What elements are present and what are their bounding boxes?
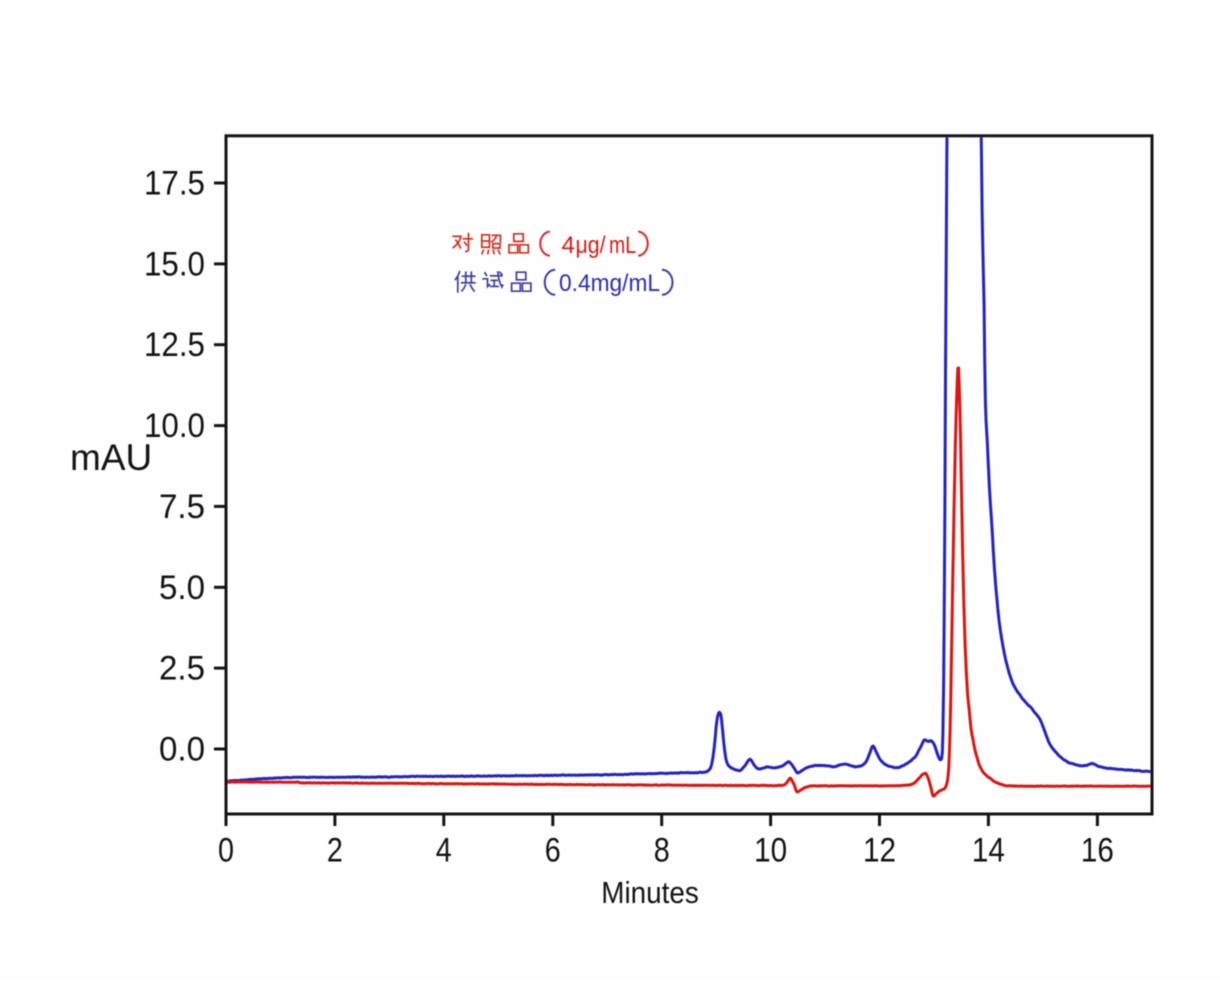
svg-text:2: 2: [327, 832, 343, 870]
svg-text:4: 4: [436, 832, 452, 870]
svg-text:14: 14: [972, 832, 1005, 870]
svg-text:μg/: μg/: [576, 232, 606, 259]
svg-text:8: 8: [654, 832, 670, 870]
svg-text:6: 6: [545, 832, 561, 870]
svg-text:Minutes: Minutes: [601, 875, 699, 910]
svg-text:10: 10: [754, 832, 787, 870]
svg-text:12: 12: [863, 832, 896, 870]
svg-text:15.0: 15.0: [144, 245, 205, 283]
svg-text:7.5: 7.5: [159, 488, 205, 526]
svg-text:0.4mg/mL: 0.4mg/mL: [559, 270, 660, 297]
svg-text:5.0: 5.0: [159, 569, 205, 607]
svg-text:0.0: 0.0: [159, 731, 205, 769]
svg-text:12.5: 12.5: [144, 326, 205, 364]
svg-text:2.5: 2.5: [159, 650, 205, 688]
svg-text:4: 4: [562, 232, 575, 259]
svg-text:10.0: 10.0: [144, 407, 205, 445]
svg-text:16: 16: [1081, 832, 1114, 870]
svg-text:0: 0: [218, 832, 234, 870]
svg-text:mL: mL: [609, 232, 636, 259]
svg-text:mAU: mAU: [70, 437, 152, 478]
svg-text:17.5: 17.5: [144, 165, 205, 203]
